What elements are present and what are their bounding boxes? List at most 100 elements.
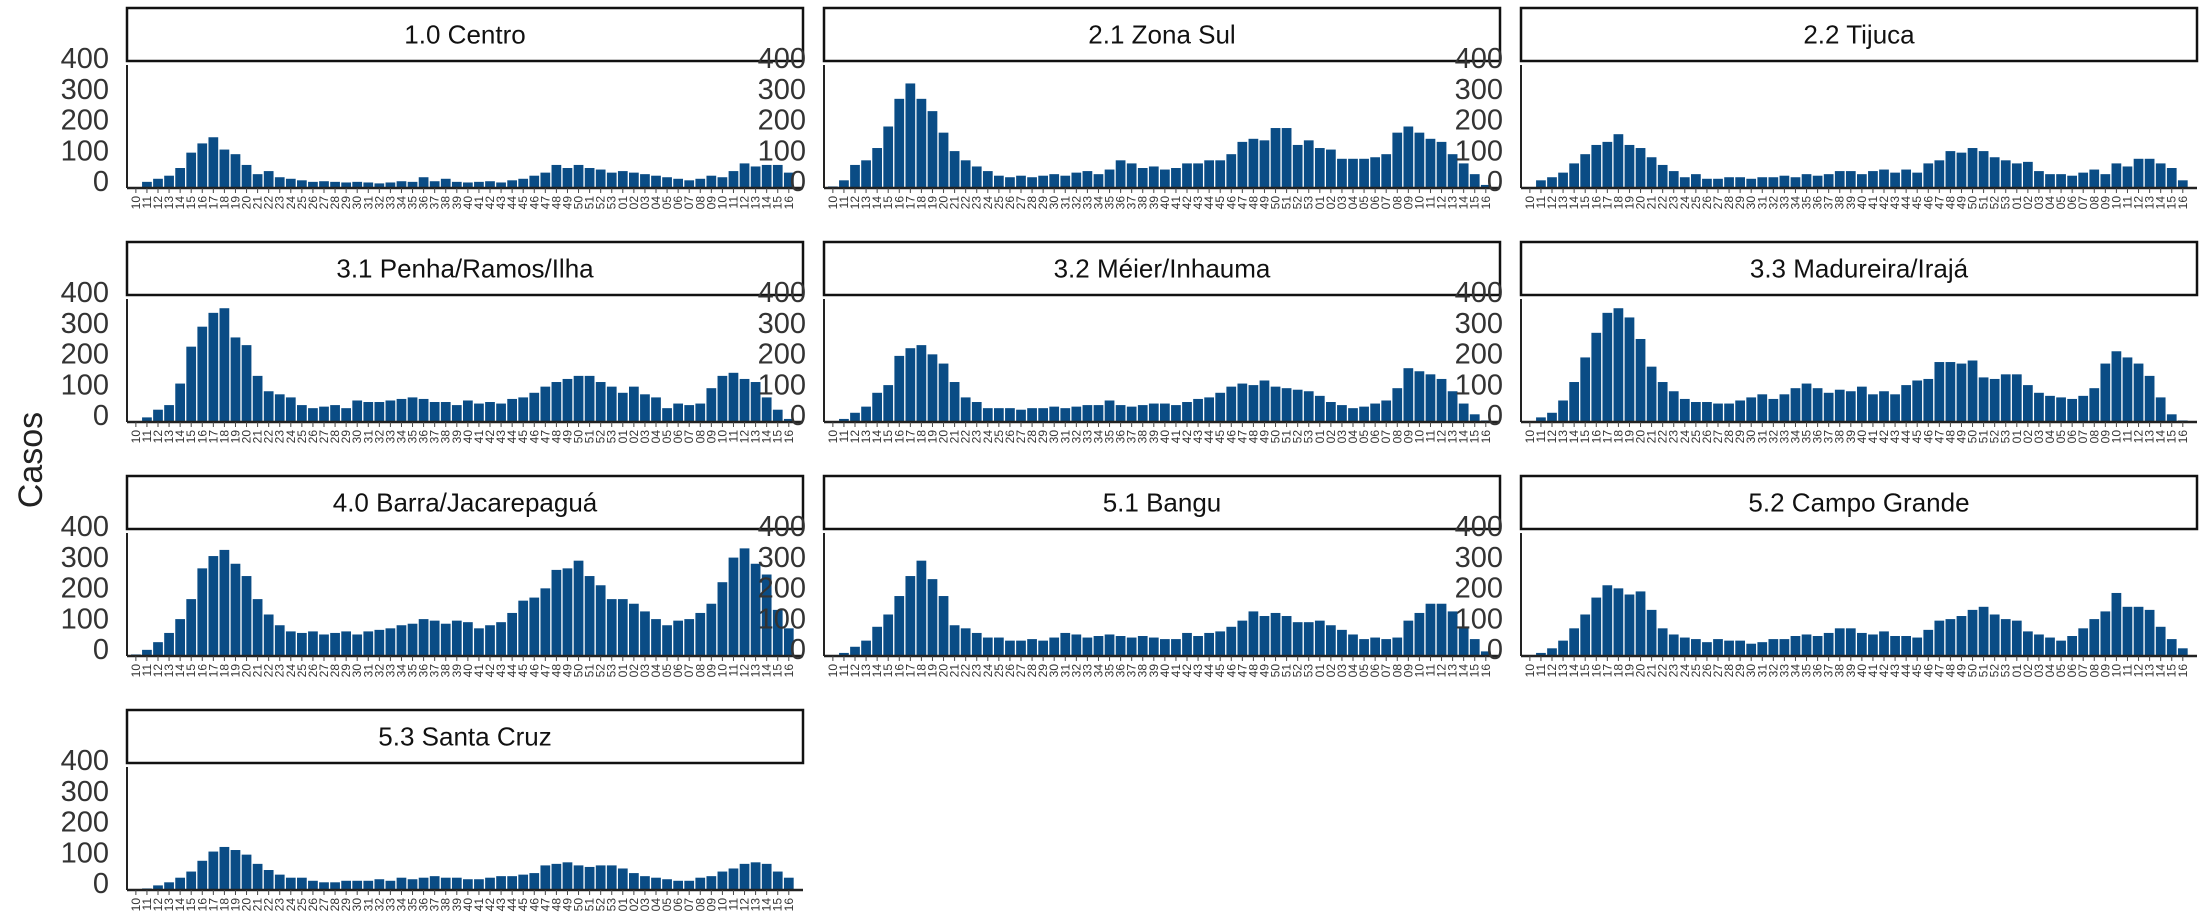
x-tick-label: 18 [914,196,928,210]
x-tick-label: 06 [2065,664,2079,678]
x-tick-label: 48 [1943,196,1957,210]
x-tick-label: 36 [1811,664,1825,678]
y-tick-label: 200 [61,573,109,605]
bar [529,392,540,422]
bar [352,181,363,188]
x-tick-label: 39 [1844,196,1858,210]
bar [1967,609,1978,657]
x-tick-label: 31 [361,898,375,912]
bar [1292,144,1303,188]
bar [739,863,750,890]
bar [1359,158,1369,188]
bar [507,398,518,422]
x-tick-label: 46 [1921,664,1935,678]
x-tick-label: 01 [616,430,630,444]
x-tick-label: 53 [605,196,619,210]
x-tick-label: 22 [1656,430,1670,444]
bar [308,631,318,656]
bar [1348,408,1358,422]
x-tick-label: 51 [1977,664,1991,678]
bar [1458,163,1469,188]
x-tick-label: 29 [1733,664,1747,678]
bar [551,382,562,422]
bar [1845,391,1856,422]
x-tick-label: 15 [1468,664,1482,678]
bar [1790,388,1801,423]
x-tick-label: 12 [848,664,862,678]
x-tick-label: 20 [937,664,951,678]
bar [319,882,329,890]
bar [1779,639,1790,656]
bar [629,873,639,890]
x-tick-label: 42 [483,430,497,444]
x-tick-label: 14 [2154,430,2168,444]
x-tick-label: 32 [1069,430,1083,444]
x-tick-label: 34 [1091,430,1105,444]
x-tick-label: 12 [2132,196,2146,210]
bar [1978,377,1989,422]
x-tick-label: 51 [583,196,597,210]
bar [1646,157,1657,188]
x-tick-label: 03 [638,430,652,444]
bar [839,418,849,423]
bar [451,181,462,188]
bar [1314,395,1325,422]
bar [2144,609,2155,657]
x-tick-label: 35 [406,196,420,210]
x-tick-label: 30 [350,430,364,444]
y-tick-label: 400 [1455,277,1503,309]
x-tick-label: 22 [959,196,973,210]
panel-8: 5.1 Bangu0100200300400101112131415161718… [758,474,1502,678]
bar [1558,172,1568,189]
x-tick-label: 52 [1291,430,1305,444]
x-tick-label: 49 [560,196,574,210]
bar [1005,408,1015,422]
bar [1337,405,1347,422]
bar [1005,177,1015,188]
x-tick-label: 33 [1777,664,1791,678]
bar [1890,172,1900,189]
x-tick-label: 05 [1357,196,1371,210]
bar [1248,611,1259,656]
bar [1547,648,1557,656]
x-tick-label: 11 [2120,664,2134,677]
x-tick-label: 46 [527,196,541,210]
x-tick-label: 15 [881,664,895,678]
bar [529,175,540,188]
bar [1480,184,1491,189]
bar [2111,351,2122,422]
bar [662,625,672,656]
bar [651,175,661,188]
x-tick-label: 04 [1346,196,1360,210]
bar [1049,406,1060,423]
bar [2100,611,2111,656]
bar [2011,620,2022,656]
bar [1657,628,1668,657]
bar [496,622,506,656]
x-tick-label: 45 [516,196,530,210]
bar [374,183,385,188]
bar [1436,603,1447,656]
y-tick-label: 400 [758,43,806,75]
x-tick-label: 33 [383,430,397,444]
bar [1602,141,1613,189]
bar [197,860,208,890]
x-tick-label: 35 [1800,664,1814,678]
x-tick-label: 24 [284,664,298,678]
bar [629,386,639,422]
x-tick-label: 39 [450,898,464,912]
bar [1746,397,1757,422]
x-tick-label: 26 [306,664,320,678]
bar [883,126,894,188]
bar [263,870,274,890]
x-tick-label: 01 [1313,196,1327,210]
x-tick-label: 50 [1269,430,1283,444]
bar [297,632,307,656]
x-tick-label: 04 [1346,430,1360,444]
bar [1270,612,1281,656]
bar [772,609,783,657]
bar [1204,632,1215,656]
x-tick-label: 02 [627,430,641,444]
bar [1082,171,1093,188]
bar [1115,160,1126,188]
